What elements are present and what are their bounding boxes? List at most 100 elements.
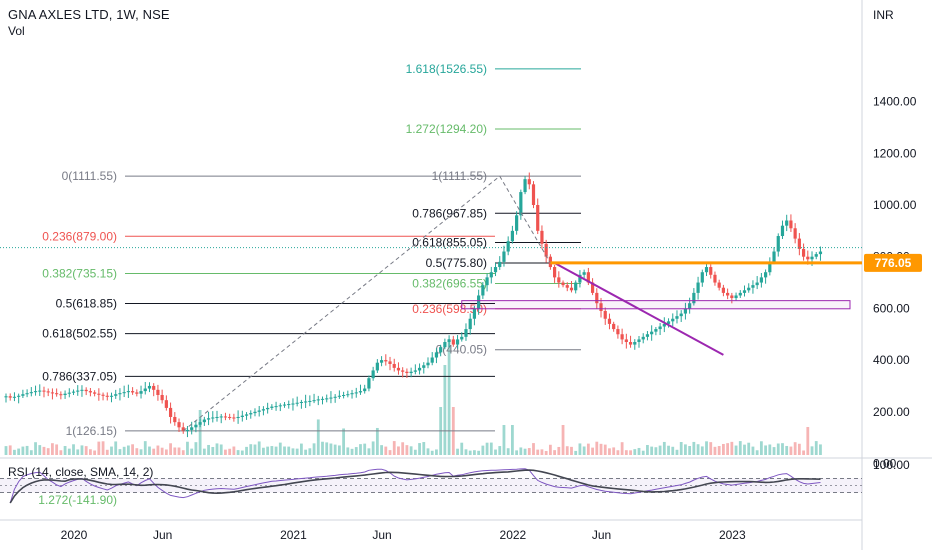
candle-body xyxy=(232,417,236,419)
volume-bar xyxy=(776,443,780,455)
volume-bar xyxy=(325,442,329,455)
chart-legend: GNA AXLES LTD, 1W, NSE Vol xyxy=(8,7,170,38)
fib-level-label: 0.618(502.55) xyxy=(42,327,117,341)
candle-body xyxy=(561,282,565,286)
volume-bar xyxy=(240,450,244,455)
candle-body xyxy=(612,323,616,330)
candle-body xyxy=(71,391,76,393)
volume-bar xyxy=(532,443,535,455)
volume-bar xyxy=(198,410,202,455)
volume-bar xyxy=(249,444,253,455)
volume-bar xyxy=(300,443,303,455)
candle-body xyxy=(726,292,730,296)
last-price-label: 776.05 xyxy=(875,256,912,270)
volume-bar xyxy=(131,444,134,455)
volume-bar xyxy=(523,448,527,455)
volume-bar xyxy=(308,448,312,455)
candle-body xyxy=(793,228,797,239)
volume-bar xyxy=(34,442,37,455)
currency-label: INR xyxy=(873,8,894,22)
volume-bar xyxy=(224,449,227,455)
volume-bar xyxy=(785,445,789,455)
candle-body xyxy=(304,401,308,403)
volume-bar xyxy=(350,448,354,455)
volume-bar xyxy=(443,365,447,455)
volume-bar xyxy=(21,446,25,455)
time-tick-label: Jun xyxy=(153,528,172,542)
candle-body xyxy=(12,396,17,398)
volume-bar xyxy=(337,445,341,455)
fib-extension-label: 0.786(967.85) xyxy=(412,206,487,220)
candle-body xyxy=(240,415,244,417)
volume-bar xyxy=(797,443,801,455)
candle-body xyxy=(603,310,607,319)
volume-bar xyxy=(228,448,232,455)
volume-bar xyxy=(177,447,181,455)
volume-bar xyxy=(13,449,16,455)
volume-bar xyxy=(768,444,772,455)
candle-body xyxy=(493,267,498,273)
volume-bar xyxy=(80,445,84,455)
price-tick-label: 200.00 xyxy=(873,405,910,419)
candle-body xyxy=(198,422,202,425)
volume-bar xyxy=(489,442,493,455)
volume-bar xyxy=(114,441,118,455)
candle-body xyxy=(477,295,481,309)
volume-bar xyxy=(684,444,687,455)
candle-body xyxy=(59,394,63,396)
candle-body xyxy=(333,396,337,398)
candle-body xyxy=(595,292,599,304)
candle-body xyxy=(253,411,257,414)
candle-body xyxy=(329,397,333,399)
volume-bar xyxy=(730,441,734,455)
candle-body xyxy=(50,392,55,394)
candle-body xyxy=(211,417,215,419)
rsi-line xyxy=(9,468,821,504)
candle-body xyxy=(139,391,143,394)
volume-bar xyxy=(679,442,683,455)
volume-bar xyxy=(93,450,97,455)
volume-bar xyxy=(342,428,345,455)
volume-bar xyxy=(219,444,223,455)
volume-bar xyxy=(468,450,472,455)
volume-bar xyxy=(485,442,489,455)
volume-bar xyxy=(215,443,219,455)
candle-body xyxy=(430,357,434,363)
candle-body xyxy=(236,416,240,419)
candle-body xyxy=(755,282,759,286)
candle-body xyxy=(396,367,401,371)
fib-extension-label: 0.5(775.80) xyxy=(426,256,487,270)
drawings xyxy=(0,175,862,432)
volume-bar xyxy=(105,449,109,455)
candle-body xyxy=(401,370,405,372)
volume-bar xyxy=(582,446,586,455)
candle-body xyxy=(434,352,439,358)
candle-body xyxy=(202,419,206,423)
volume-bar xyxy=(717,446,721,455)
candle-body xyxy=(33,391,38,393)
volume-bar xyxy=(181,450,185,455)
volume-bar xyxy=(156,445,160,455)
candle-body xyxy=(645,334,650,337)
symbol-title: GNA AXLES LTD, 1W, NSE xyxy=(8,7,170,22)
candle-body xyxy=(388,361,392,364)
volume-bar xyxy=(59,450,63,455)
candle-body xyxy=(527,179,531,185)
candle-body xyxy=(519,192,523,216)
candle-body xyxy=(536,205,540,231)
volume-bar xyxy=(359,444,362,455)
volume-bar xyxy=(46,448,50,455)
volume-bar xyxy=(67,448,71,455)
volume-bar xyxy=(709,442,713,455)
candle-body xyxy=(405,371,409,374)
candle-body xyxy=(413,370,417,372)
candle-body xyxy=(164,400,168,408)
candle-body xyxy=(422,365,426,368)
volume-bar xyxy=(759,441,763,455)
candle-body xyxy=(219,416,223,418)
candle-body xyxy=(88,391,92,393)
rsi-ma-line xyxy=(9,469,821,504)
volume-bar xyxy=(38,445,42,455)
candle-body xyxy=(789,220,793,229)
